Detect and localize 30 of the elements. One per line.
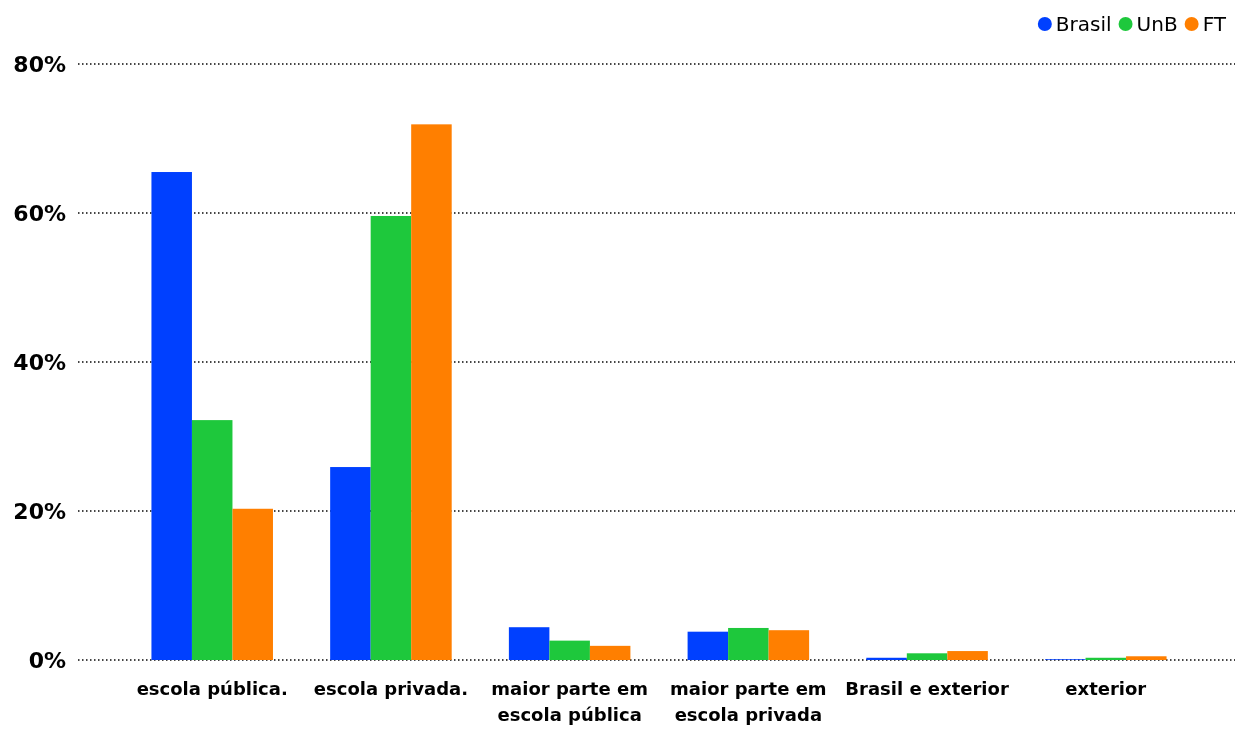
x-tick-label: maior parte em escola pública	[491, 678, 648, 725]
bar	[508, 627, 550, 660]
bar	[728, 627, 769, 660]
bar	[151, 172, 192, 660]
bar	[866, 657, 907, 660]
y-tick-label: 0%	[28, 647, 66, 673]
y-tick-label: 80%	[13, 51, 66, 77]
bar	[330, 467, 371, 660]
bar	[232, 508, 273, 660]
y-tick-label: 40%	[13, 349, 66, 375]
y-tick-label: 20%	[13, 498, 66, 524]
bar	[370, 215, 412, 660]
bar	[191, 420, 233, 660]
x-tick-label: escola pública.	[136, 678, 288, 699]
legend-label: FT	[1202, 12, 1227, 36]
bar	[906, 653, 948, 660]
y-tick-label: 60%	[13, 200, 66, 226]
bar	[947, 651, 988, 660]
legend-label: UnB	[1136, 12, 1178, 36]
x-tick-label: Brasil e exterior	[845, 678, 1009, 699]
x-tick-label: exterior	[1065, 678, 1147, 699]
bar	[768, 630, 810, 660]
bar	[687, 631, 729, 660]
bar	[411, 124, 452, 660]
bar	[589, 645, 631, 660]
x-tick-label: escola privada.	[313, 678, 469, 699]
bar	[549, 640, 590, 660]
bar	[1126, 656, 1167, 660]
x-tick-label: maior parte em escola privada	[670, 678, 827, 725]
legend-label: Brasil	[1055, 12, 1112, 36]
